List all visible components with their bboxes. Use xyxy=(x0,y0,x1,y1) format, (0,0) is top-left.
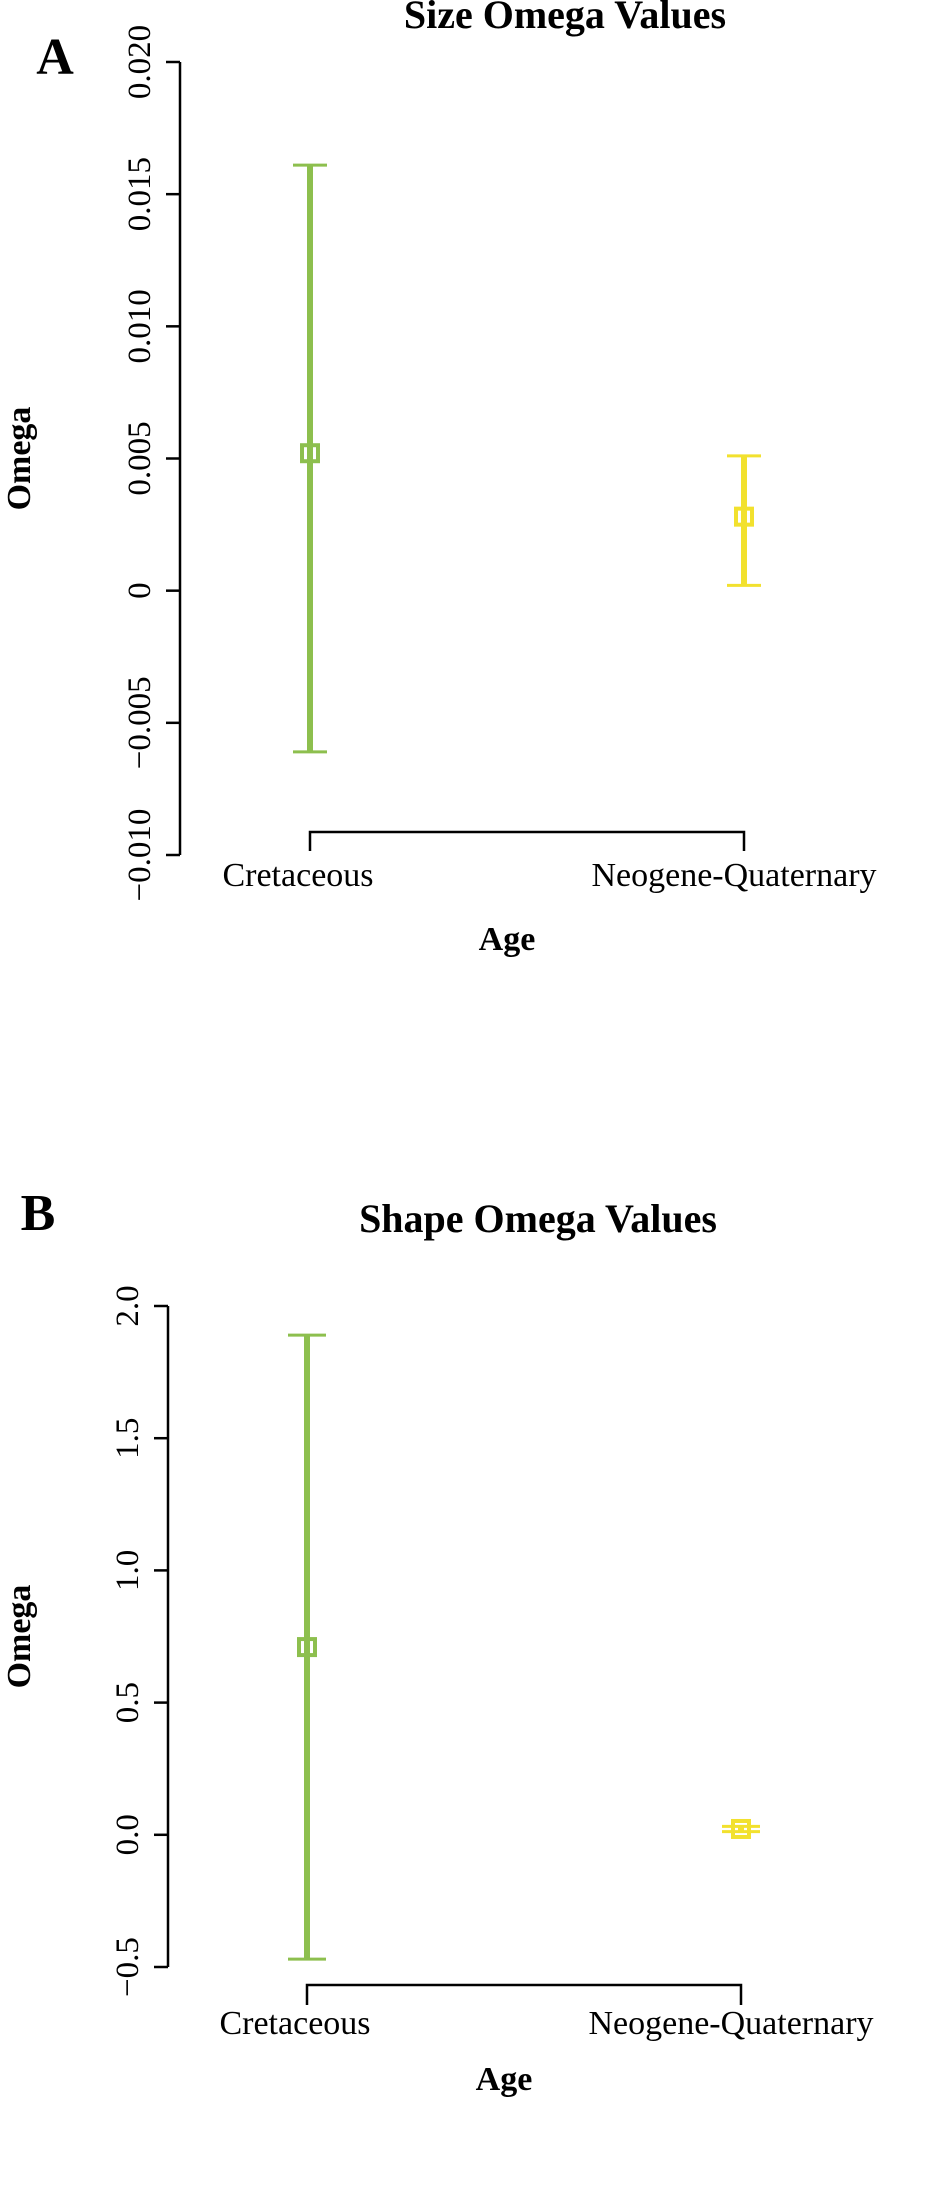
y-tick-label: −0.010 xyxy=(122,809,158,902)
y-tick-label: 0.005 xyxy=(122,421,158,495)
panel-label: B xyxy=(21,1185,56,1242)
x-axis-line xyxy=(305,1983,743,2005)
chart-title: Shape Omega Values xyxy=(359,1196,717,1241)
errorbar-neogene-quaternary xyxy=(722,1818,760,1839)
y-tick-label: 1.0 xyxy=(110,1550,146,1591)
x-tick-label: Cretaceous xyxy=(219,2005,370,2042)
y-axis-label: Omega xyxy=(1,407,38,511)
chart-title: Size Omega Values xyxy=(404,0,726,37)
y-tick-label: 0.015 xyxy=(122,157,158,231)
y-tick-label: 0.0 xyxy=(110,1814,146,1855)
y-tick-label: 1.5 xyxy=(110,1418,146,1459)
chart-panel-b: B Shape Omega Values −0.5 0.0 0.5 1.0 1.5 2.0 Om… xyxy=(1,1185,874,2098)
y-tick-label: 0.5 xyxy=(110,1682,146,1723)
y-tick-label: 2.0 xyxy=(110,1285,146,1326)
x-tick-label: Cretaceous xyxy=(222,857,373,894)
y-tick-label: 0.010 xyxy=(122,289,158,363)
data-point xyxy=(731,1818,751,1839)
data-point xyxy=(297,1637,317,1658)
panel-label: A xyxy=(36,29,74,86)
x-axis-line xyxy=(308,830,746,851)
data-point xyxy=(300,443,320,464)
x-tick-label: Neogene-Quaternary xyxy=(591,857,876,894)
x-axis-label: Age xyxy=(479,921,536,958)
errorbar-cretaceous xyxy=(288,1333,326,1961)
errorbar-neogene-quaternary xyxy=(727,454,761,587)
y-tick-label: 0.020 xyxy=(122,25,158,99)
y-tick-label: −0.005 xyxy=(122,676,158,769)
data-point xyxy=(734,506,754,527)
y-tick-label: −0.5 xyxy=(110,1937,146,1997)
y-axis-label: Omega xyxy=(1,1585,38,1689)
y-tick-label: 0 xyxy=(122,582,158,599)
errorbar-cretaceous xyxy=(293,163,327,754)
chart-panel-a: A Size Omega Values −0.010 −0.005 0 0.005 0.01… xyxy=(1,0,877,958)
x-tick-label: Neogene-Quaternary xyxy=(588,2005,873,2042)
x-axis-label: Age xyxy=(476,2061,533,2098)
